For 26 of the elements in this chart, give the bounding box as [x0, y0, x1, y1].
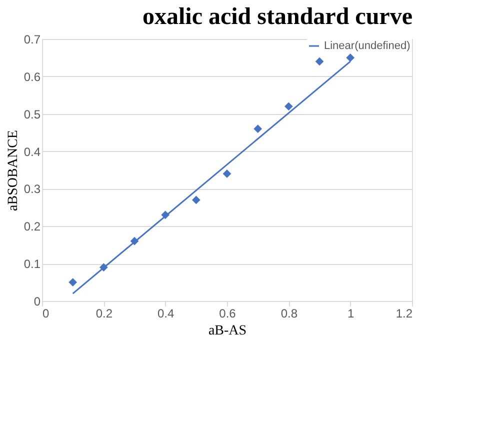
x-tick-label: 0.6 — [219, 306, 236, 320]
y-tick-label: 0.5 — [24, 107, 41, 122]
x-tick-label: 1 — [347, 306, 354, 320]
point — [346, 54, 355, 62]
x-tick-label: 0 — [42, 306, 50, 320]
point — [192, 196, 200, 204]
y-tick-label: 0.2 — [24, 220, 41, 234]
y-tick-label: 0.7 — [24, 32, 41, 46]
x-tick-label: 0.4 — [157, 306, 174, 320]
x-tick-label: 1.2 — [396, 306, 413, 320]
chart-title: oxalic acid standard curve — [142, 4, 413, 30]
x-tick-label: 0.2 — [96, 306, 113, 320]
y-tick-label: 0.6 — [24, 70, 41, 84]
x-tick-label: 0.8 — [280, 306, 298, 320]
point — [284, 102, 293, 111]
y-tick-label: 0.1 — [24, 257, 41, 272]
legend-label: Linear(undefined) — [324, 40, 410, 52]
point — [315, 57, 324, 66]
y-tick-label: 0.3 — [24, 182, 41, 196]
x-axis-title: aB-AS — [208, 324, 247, 338]
y-tick-label: 0 — [34, 294, 41, 308]
y-axis-title: aBSOBANCE — [6, 130, 21, 211]
point — [222, 170, 232, 178]
y-tick-label: 0.4 — [24, 144, 41, 159]
point — [68, 278, 78, 286]
point — [254, 124, 262, 134]
